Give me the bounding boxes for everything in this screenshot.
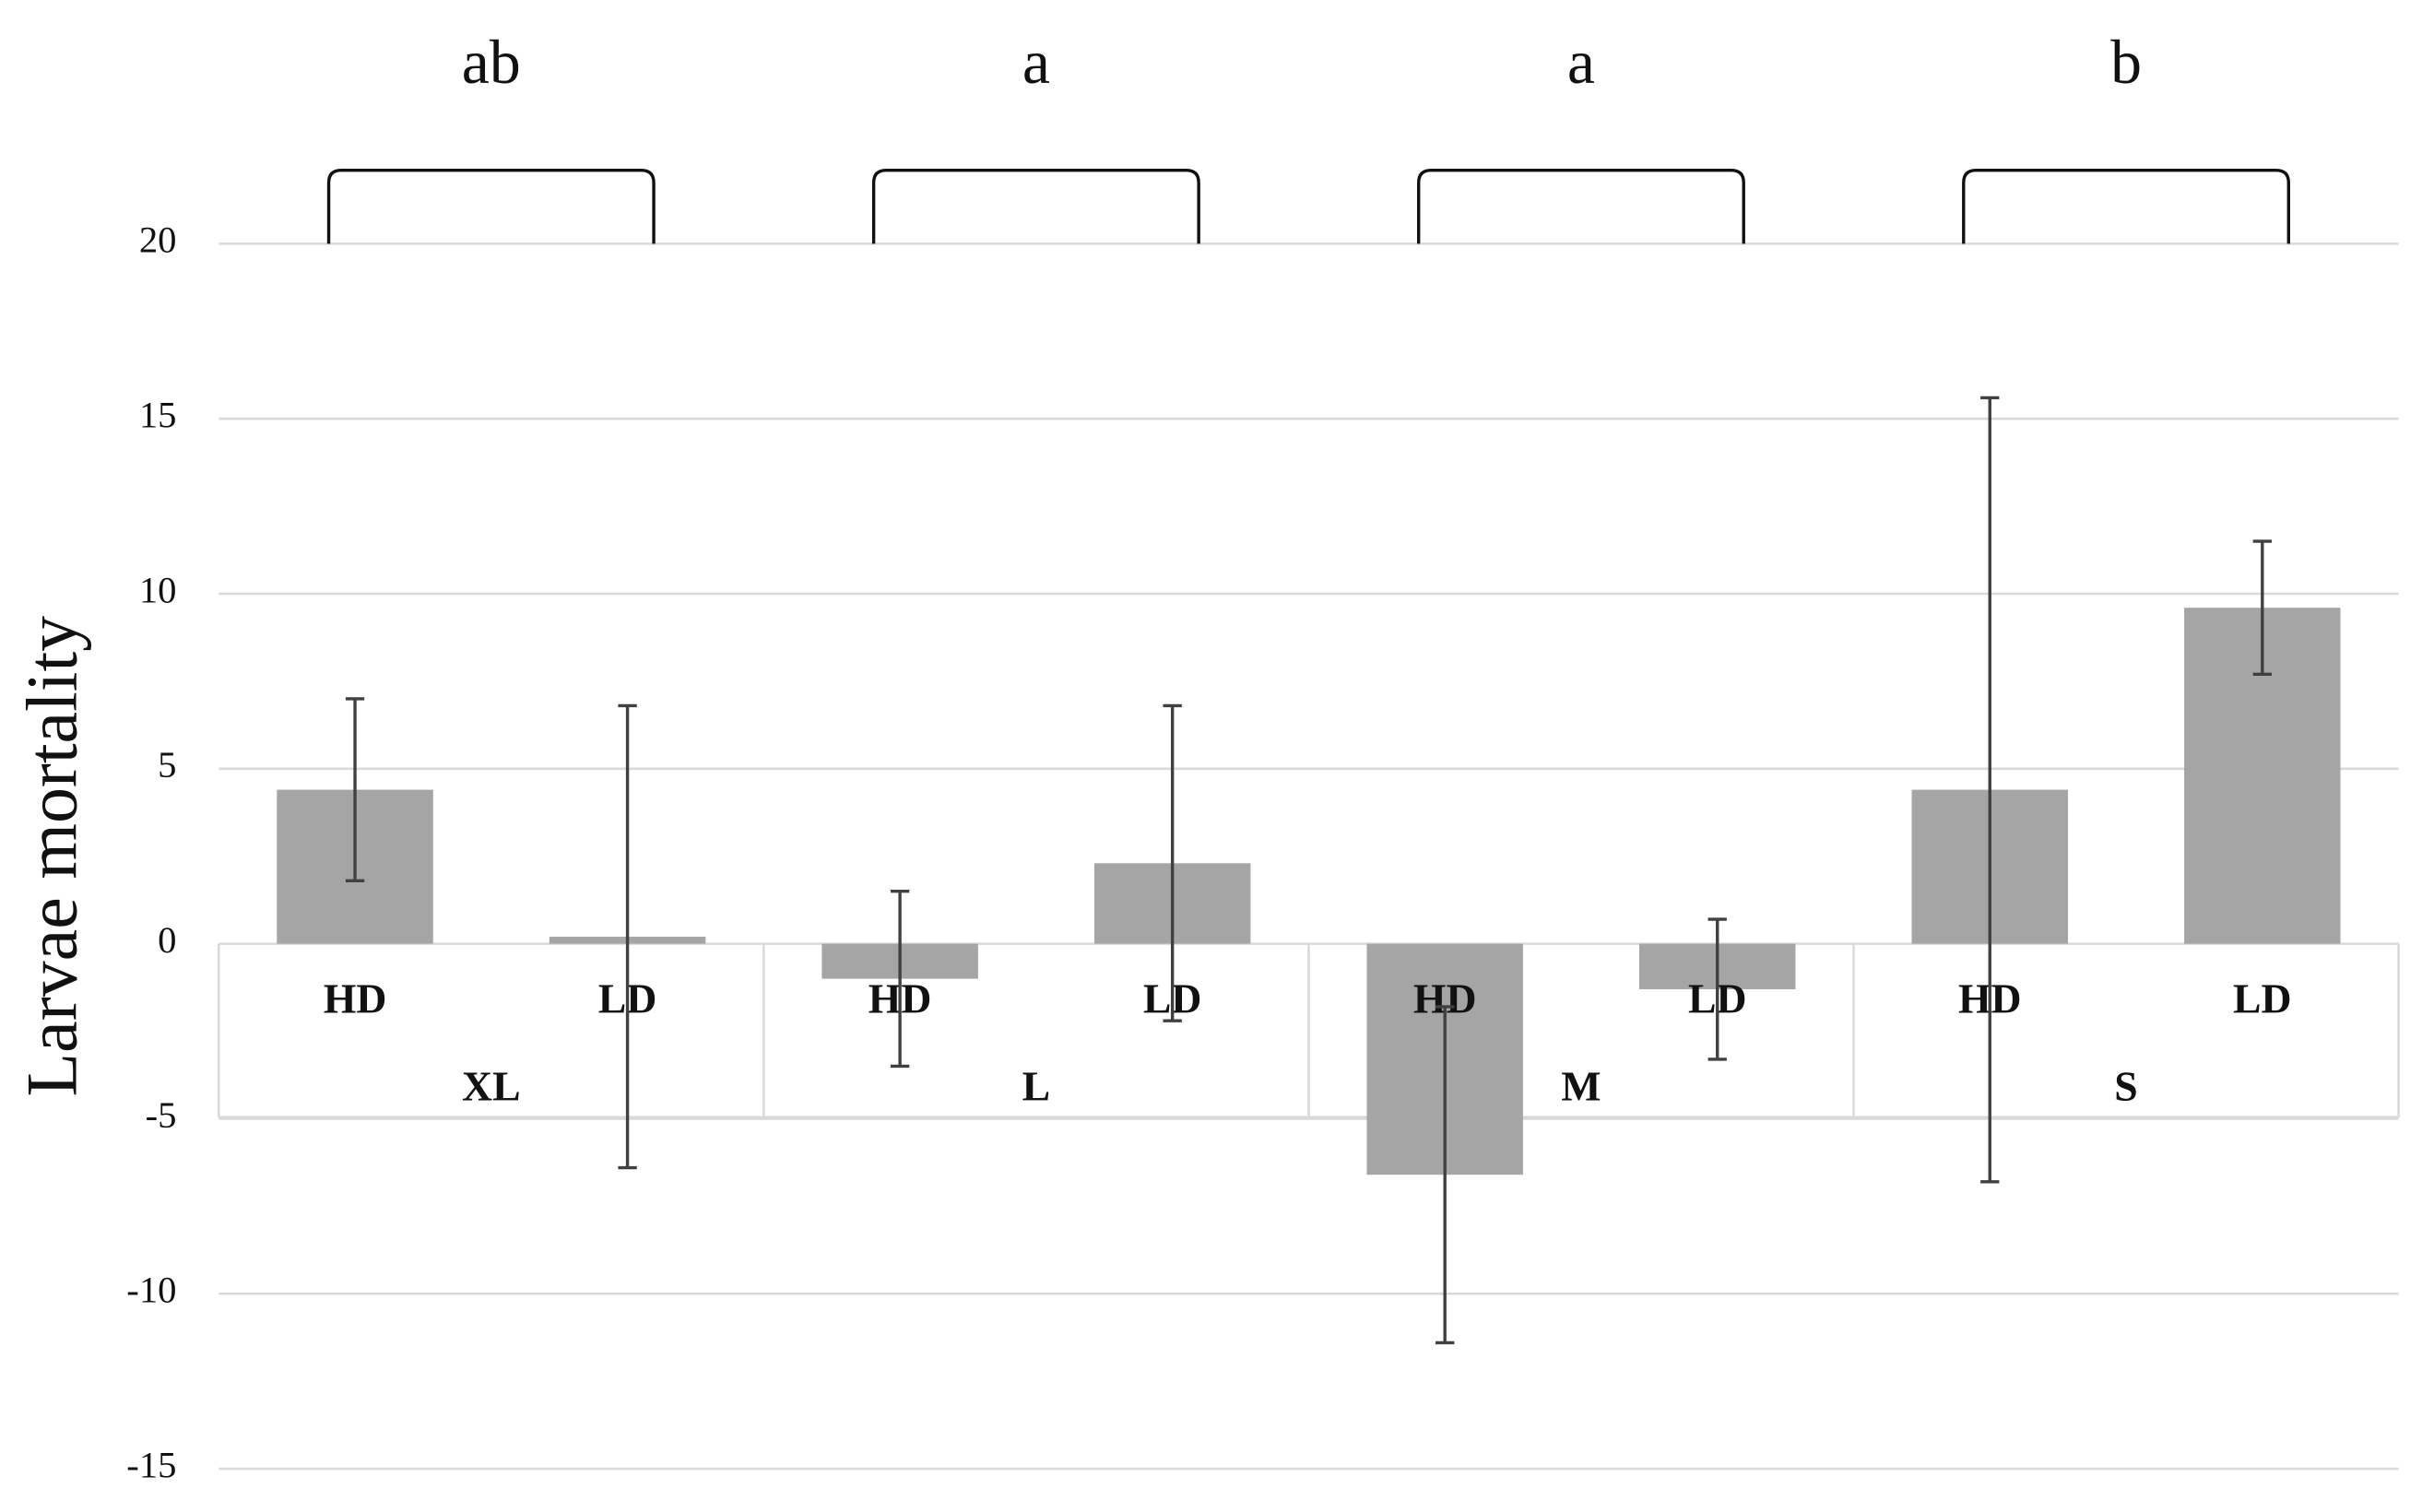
significance-bracket bbox=[1962, 169, 2291, 244]
y-tick-label: -15 bbox=[126, 1444, 176, 1485]
group-label: M bbox=[1561, 1062, 1601, 1109]
group-label: L bbox=[1022, 1062, 1051, 1109]
x-tick-label: HD bbox=[324, 975, 387, 1022]
significance-bracket bbox=[326, 169, 656, 244]
y-tick-label: 5 bbox=[158, 744, 176, 786]
y-tick-label: -10 bbox=[126, 1270, 176, 1311]
significance-letter: a bbox=[1567, 28, 1595, 97]
y-tick-label: 20 bbox=[139, 219, 177, 261]
significance-letter: b bbox=[2110, 28, 2142, 97]
y-tick-label: 10 bbox=[139, 569, 177, 610]
y-axis-title: Larvae mortality bbox=[12, 616, 91, 1097]
significance-letter: ab bbox=[462, 28, 521, 97]
significance-bracket bbox=[871, 169, 1200, 244]
y-tick-label: 15 bbox=[139, 395, 177, 436]
y-tick-label: -5 bbox=[146, 1094, 177, 1136]
y-tick-label: 0 bbox=[158, 919, 176, 961]
group-label: XL bbox=[462, 1062, 521, 1109]
significance-bracket bbox=[1417, 169, 1745, 244]
group-label: S bbox=[2114, 1062, 2137, 1109]
x-tick-label: LD bbox=[2233, 975, 2292, 1022]
significance-letter: a bbox=[1022, 28, 1050, 97]
